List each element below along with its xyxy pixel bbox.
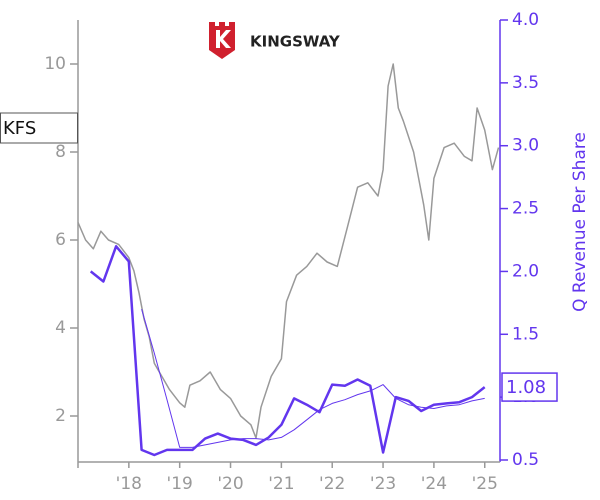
y-tick-label: 4 <box>55 318 66 338</box>
x-tick-label: '18 <box>116 474 142 494</box>
value-label-box <box>501 372 558 402</box>
logo: KINGSWAY <box>209 22 341 59</box>
x-tick-label: '24 <box>421 474 447 494</box>
y2-tick-label: 4.0 <box>512 10 539 30</box>
y-tick-label: 10 <box>44 54 66 74</box>
series-line <box>77 63 500 439</box>
value-label: 1.08 <box>506 377 546 398</box>
x-tick-label: '21 <box>268 474 294 494</box>
y2-tick-label: 2.5 <box>512 199 539 219</box>
y2-tick-label: 2.0 <box>512 261 539 281</box>
y2-tick-label: 3.5 <box>512 73 539 93</box>
ticker-label: KFS <box>3 118 36 139</box>
logo-text: KINGSWAY <box>250 33 341 51</box>
series-line <box>141 308 485 448</box>
y2-tick-label: 0.5 <box>512 450 539 470</box>
y-tick-label: 2 <box>55 406 66 426</box>
y-tick-label: 6 <box>55 230 66 250</box>
ticker-box <box>0 112 78 144</box>
y2-tick-label: 1.5 <box>512 324 539 344</box>
x-tick-label: '19 <box>167 474 193 494</box>
y2-tick-label: 3.0 <box>512 136 539 156</box>
x-tick-label: '22 <box>319 474 345 494</box>
x-tick-label: '25 <box>472 474 498 494</box>
x-tick-label: '23 <box>370 474 396 494</box>
logo-k <box>216 30 231 48</box>
y-tick-label: 8 <box>55 142 66 162</box>
series-line <box>89 245 486 457</box>
x-tick-label: '20 <box>217 474 243 494</box>
y2-axis-title: Q Revenue Per Share <box>570 132 590 312</box>
